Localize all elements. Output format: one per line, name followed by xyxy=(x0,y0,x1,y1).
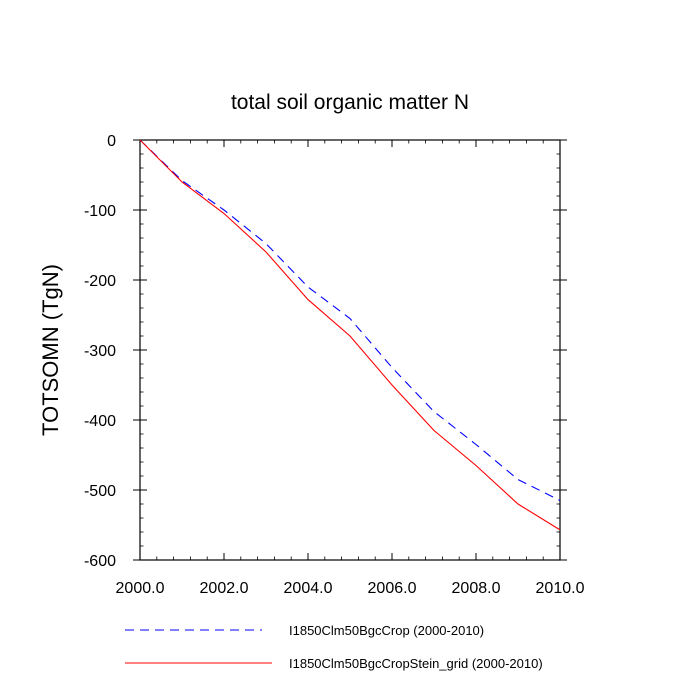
x-tick-label: 2006.0 xyxy=(368,580,417,597)
legend: I1850Clm50BgcCrop (2000-2010) I1850Clm50B… xyxy=(125,623,543,671)
y-tick-label: -500 xyxy=(84,483,116,500)
x-tick-label: 2002.0 xyxy=(200,580,249,597)
legend-label-2: I1850Clm50BgcCropStein_grid (2000-2010) xyxy=(289,656,543,671)
axes: 2000.0 2002.0 2004.0 2006.0 2008.0 2010.0 0 -10… xyxy=(84,133,585,597)
x-tick-label: 2008.0 xyxy=(452,580,501,597)
series-layer xyxy=(139,139,561,531)
y-tick-label: -100 xyxy=(84,203,116,220)
x-tick-label: 2004.0 xyxy=(284,580,333,597)
y-axis-label: TOTSOMN (TgN) xyxy=(38,264,63,436)
x-tick-label: 2000.0 xyxy=(116,580,165,597)
y-tick-label: 0 xyxy=(107,133,116,150)
y-tick-label: -200 xyxy=(84,273,116,290)
plot-frame xyxy=(139,139,561,561)
legend-label-1: I1850Clm50BgcCrop (2000-2010) xyxy=(289,623,484,638)
x-tick-label: 2010.0 xyxy=(536,580,585,597)
chart-title: total soil organic matter N xyxy=(231,91,469,114)
y-tick-label: -600 xyxy=(84,553,116,570)
series-line-1 xyxy=(139,139,561,501)
y-tick-label: -300 xyxy=(84,343,116,360)
y-tick-label: -400 xyxy=(84,413,116,430)
series-line-2 xyxy=(139,139,561,531)
